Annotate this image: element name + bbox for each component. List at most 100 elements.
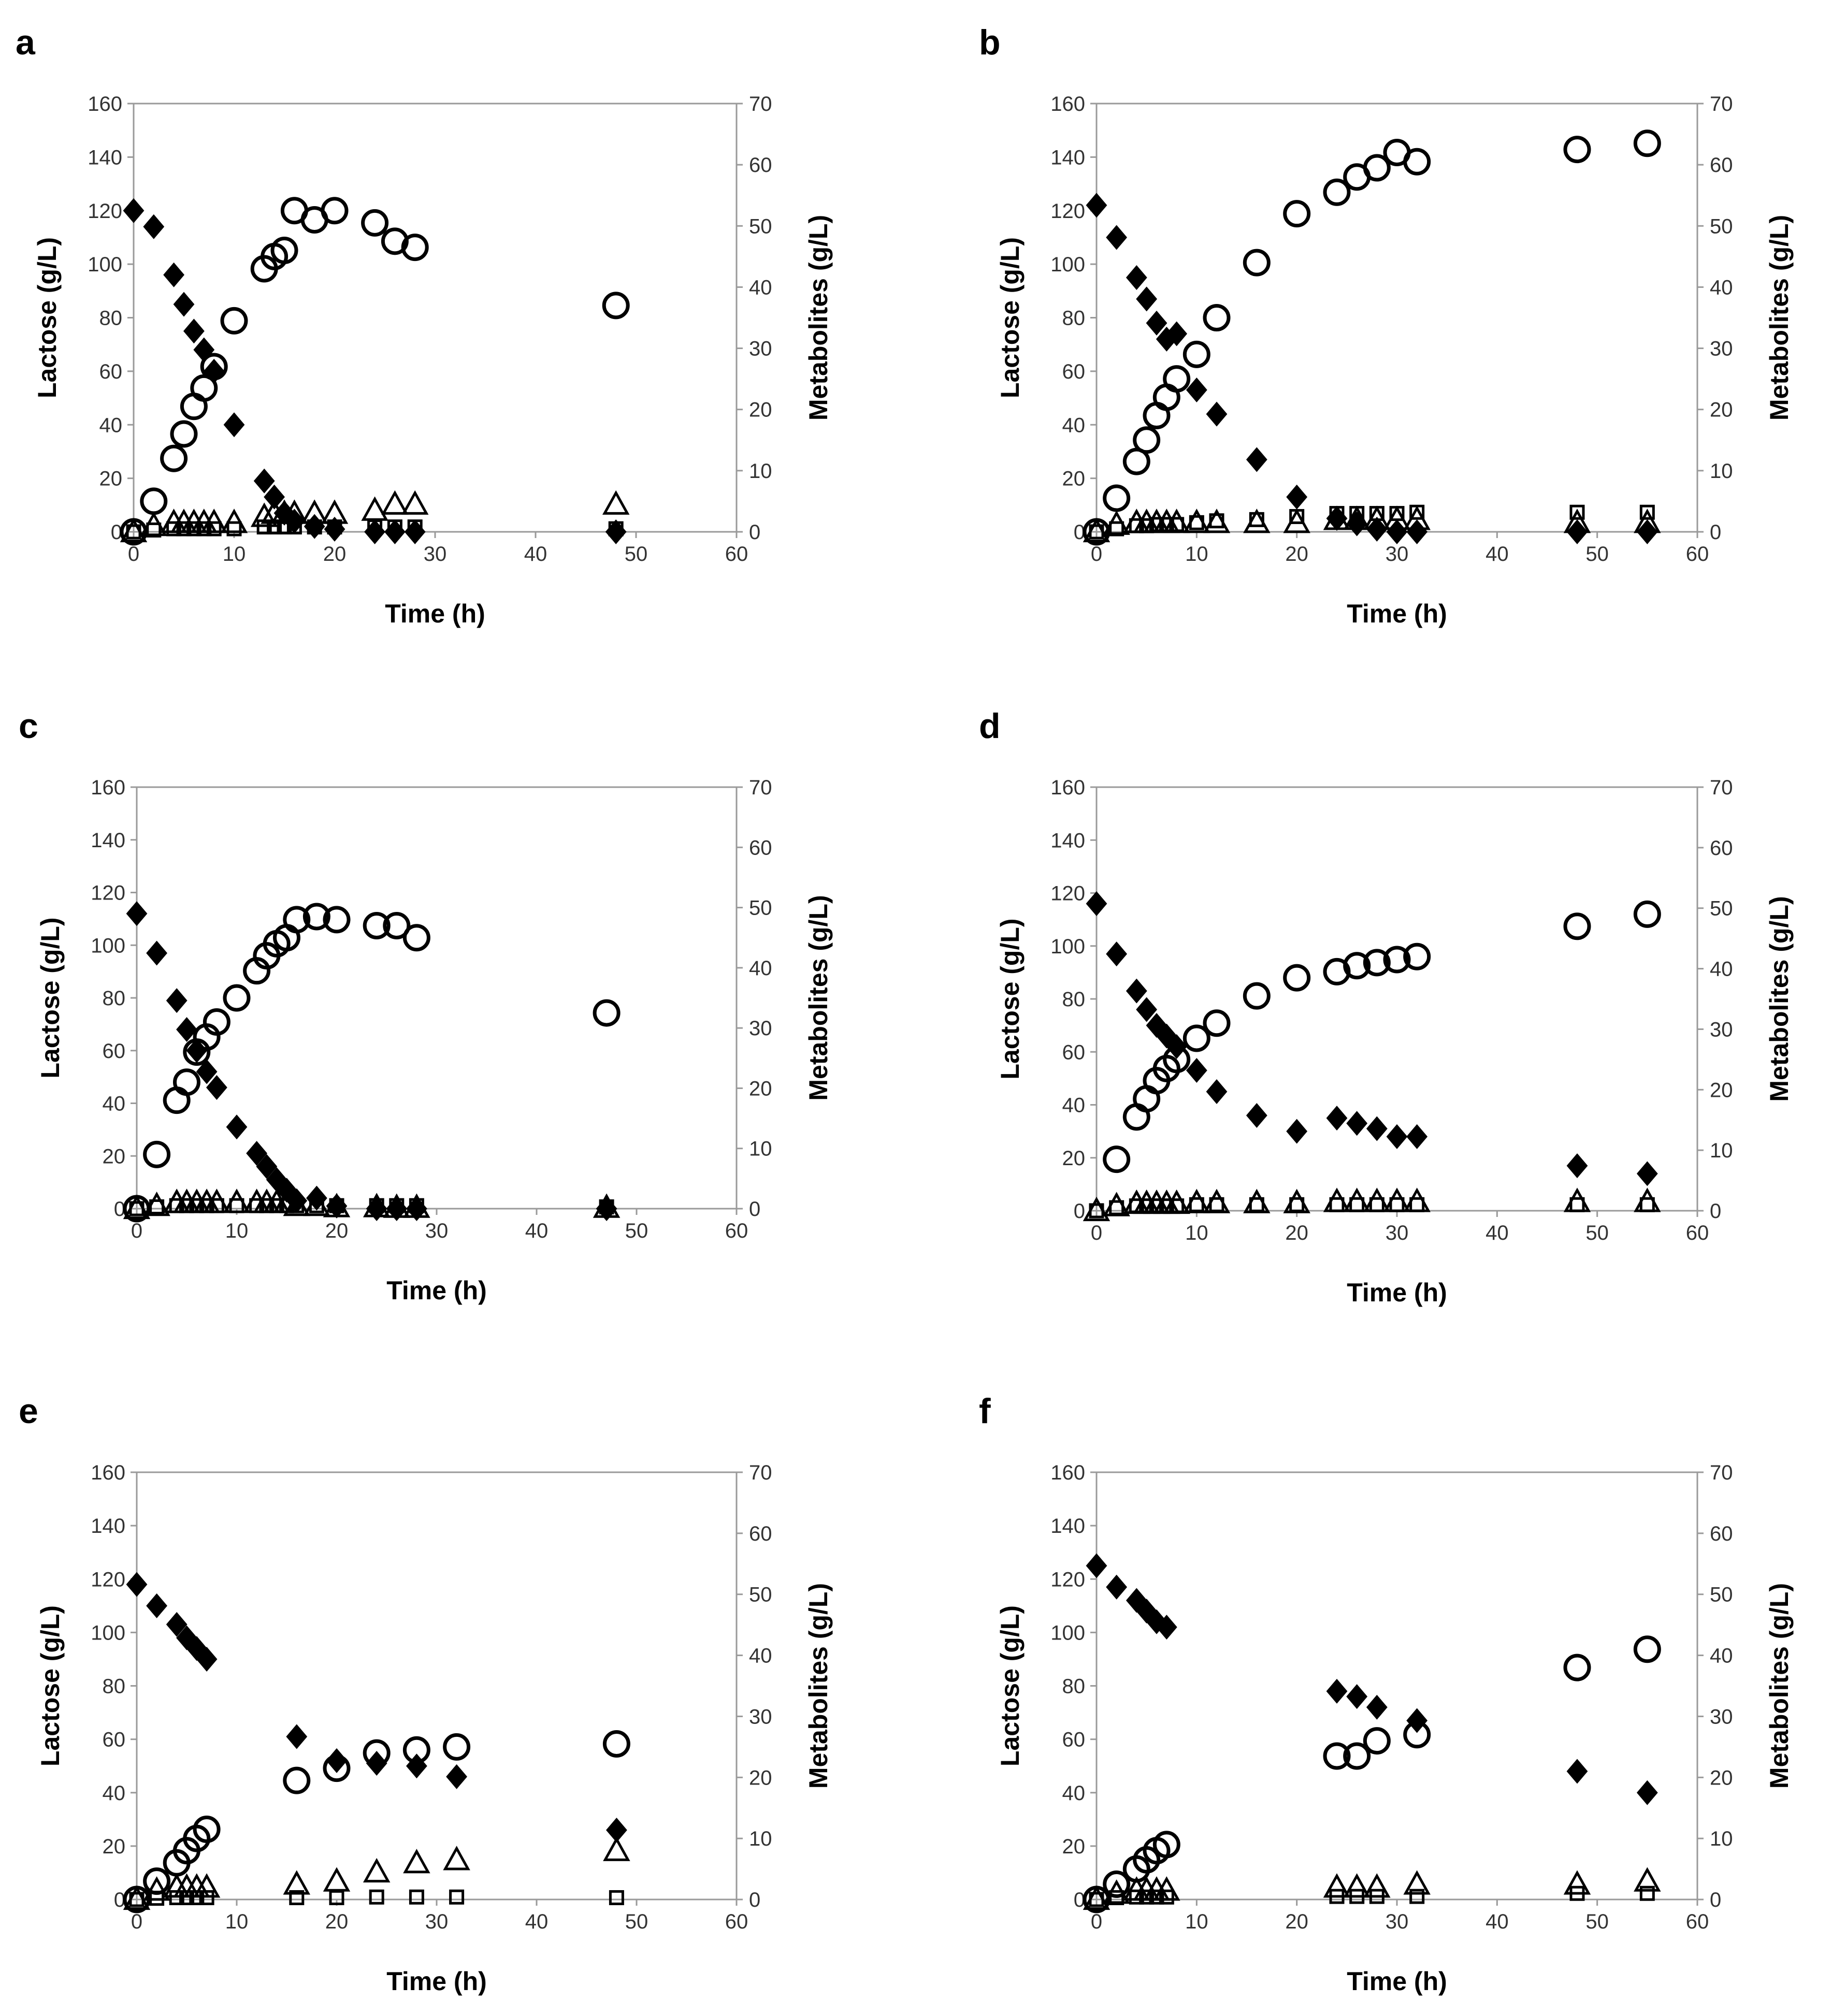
y-tick-label: 40: [103, 1782, 126, 1805]
panel-f: f0 10 20 30 40 50 6002040608010012014016001020…: [979, 1391, 1794, 1996]
lactose-point: [1636, 519, 1658, 544]
metabolite-triangle-point: [1383, 1187, 1411, 1212]
metabolite-square-point: [1109, 1890, 1124, 1905]
metabolite-triangle-point: [1403, 1870, 1431, 1895]
metabolite-triangle-point: [363, 1858, 391, 1883]
y2-tick-label: 40: [1710, 1645, 1733, 1667]
x-tick-label: 40: [1486, 1910, 1509, 1933]
lactose-point: [183, 318, 205, 344]
y-tick-label: 160: [1050, 776, 1085, 799]
x-axis-label: Time (h): [385, 599, 485, 628]
y-tick-label: 160: [91, 1461, 125, 1484]
lactose-point: [1086, 1553, 1107, 1578]
metabolite-square-point: [146, 522, 162, 538]
x-tick-label: 20: [1285, 1222, 1308, 1244]
lactose-point: [386, 1196, 408, 1221]
series-triangle: [1083, 1867, 1661, 1910]
lactose-point: [596, 1196, 617, 1221]
metabolite-circle-point: [1133, 426, 1161, 454]
y-tick-label: 120: [91, 882, 125, 905]
y2-tick-label: 0: [1710, 521, 1721, 544]
metabolite-circle-point: [1403, 942, 1431, 970]
metabolite-circle-point: [1122, 447, 1150, 475]
metabolite-circle-point: [402, 924, 430, 952]
metabolite-circle-point: [1103, 484, 1131, 512]
y-tick-label: 100: [88, 253, 122, 276]
metabolite-triangle-point: [193, 1873, 221, 1898]
metabolite-circle-point: [1363, 154, 1391, 182]
y-tick-label: 80: [1062, 307, 1086, 330]
y-tick-label: 20: [103, 1835, 126, 1858]
metabolite-circle-point: [143, 1140, 171, 1168]
metabolite-circle-point: [123, 1195, 151, 1223]
x-axis-label: Time (h): [386, 1276, 487, 1305]
x-tick-label: 30: [1386, 1222, 1409, 1244]
x-tick-label: 40: [1486, 543, 1509, 565]
lactose-point: [1206, 401, 1228, 427]
lactose-point: [166, 1612, 188, 1637]
lactose-point: [1106, 225, 1128, 250]
metabolite-square-point: [1129, 1889, 1144, 1905]
x-tick-label: 0: [128, 543, 139, 565]
y2-tick-label: 50: [749, 1584, 772, 1606]
metabolite-circle-point: [383, 911, 411, 939]
series-circle: [123, 903, 621, 1223]
y2-tick-label: 40: [1710, 958, 1733, 981]
metabolite-circle-point: [1283, 200, 1311, 228]
metabolite-triangle-point: [1283, 509, 1310, 533]
metabolite-circle-point: [160, 444, 188, 472]
y2-tick-label: 70: [1710, 1461, 1733, 1484]
metabolite-circle-point: [1203, 304, 1231, 331]
x-tick-label: 0: [1091, 1222, 1102, 1244]
lactose-point: [324, 516, 345, 542]
lactose-point: [1136, 997, 1158, 1022]
lactose-point: [1326, 1678, 1348, 1704]
lactose-point: [1326, 1106, 1348, 1131]
lactose-point: [1186, 1058, 1207, 1083]
metabolite-triangle-point: [1163, 509, 1190, 533]
metabolite-triangle-point: [1083, 1885, 1111, 1910]
metabolite-square-point: [1139, 1889, 1155, 1905]
y-tick-label: 100: [1050, 935, 1085, 958]
metabolite-square-point: [289, 1890, 305, 1905]
y2-tick-label: 20: [749, 1766, 772, 1789]
series-circle: [120, 197, 630, 546]
lactose-point: [1406, 1124, 1428, 1149]
metabolite-triangle-point: [140, 512, 168, 536]
lactose-point: [1366, 516, 1388, 542]
lactose-point: [1346, 511, 1368, 536]
metabolite-square-point: [176, 521, 192, 536]
y2-tick-label: 40: [1710, 276, 1733, 299]
y2-tick-label: 60: [1710, 837, 1733, 860]
x-tick-label: 30: [425, 1910, 449, 1933]
metabolite-circle-point: [1563, 1654, 1591, 1681]
plot-area: [1095, 103, 1698, 533]
metabolite-circle-point: [123, 1886, 151, 1913]
y-tick-label: 20: [1062, 1147, 1086, 1170]
lactose-point: [163, 262, 184, 287]
metabolite-triangle-point: [1634, 1187, 1661, 1212]
x-axis-label: Time (h): [1347, 599, 1447, 628]
metabolite-circle-point: [1182, 340, 1210, 368]
x-tick-label: 60: [725, 1220, 748, 1242]
metabolite-circle-point: [193, 1815, 221, 1843]
x-tick-label: 30: [1386, 543, 1409, 565]
y-tick-label: 60: [1062, 360, 1086, 383]
metabolite-triangle-point: [323, 1867, 351, 1892]
metabolite-triangle-point: [250, 502, 278, 527]
x-tick-label: 10: [223, 543, 246, 565]
y2-tick-label: 30: [1710, 338, 1733, 360]
y-tick-label: 80: [1062, 1675, 1086, 1698]
panel-label: f: [979, 1391, 991, 1431]
y2-tick-label: 20: [1710, 1766, 1733, 1789]
y-tick-label: 120: [91, 1568, 125, 1591]
y-tick-label: 140: [91, 829, 125, 852]
y-tick-label: 140: [91, 1515, 125, 1538]
lactose-point: [1146, 310, 1167, 336]
y-tick-label: 0: [1074, 1200, 1085, 1223]
y-tick-label: 140: [1050, 146, 1085, 169]
lactose-point: [304, 514, 325, 539]
y-tick-label: 20: [1062, 468, 1086, 490]
y2-tick-label: 30: [1710, 1705, 1733, 1728]
x-tick-label: 40: [1486, 1222, 1509, 1244]
